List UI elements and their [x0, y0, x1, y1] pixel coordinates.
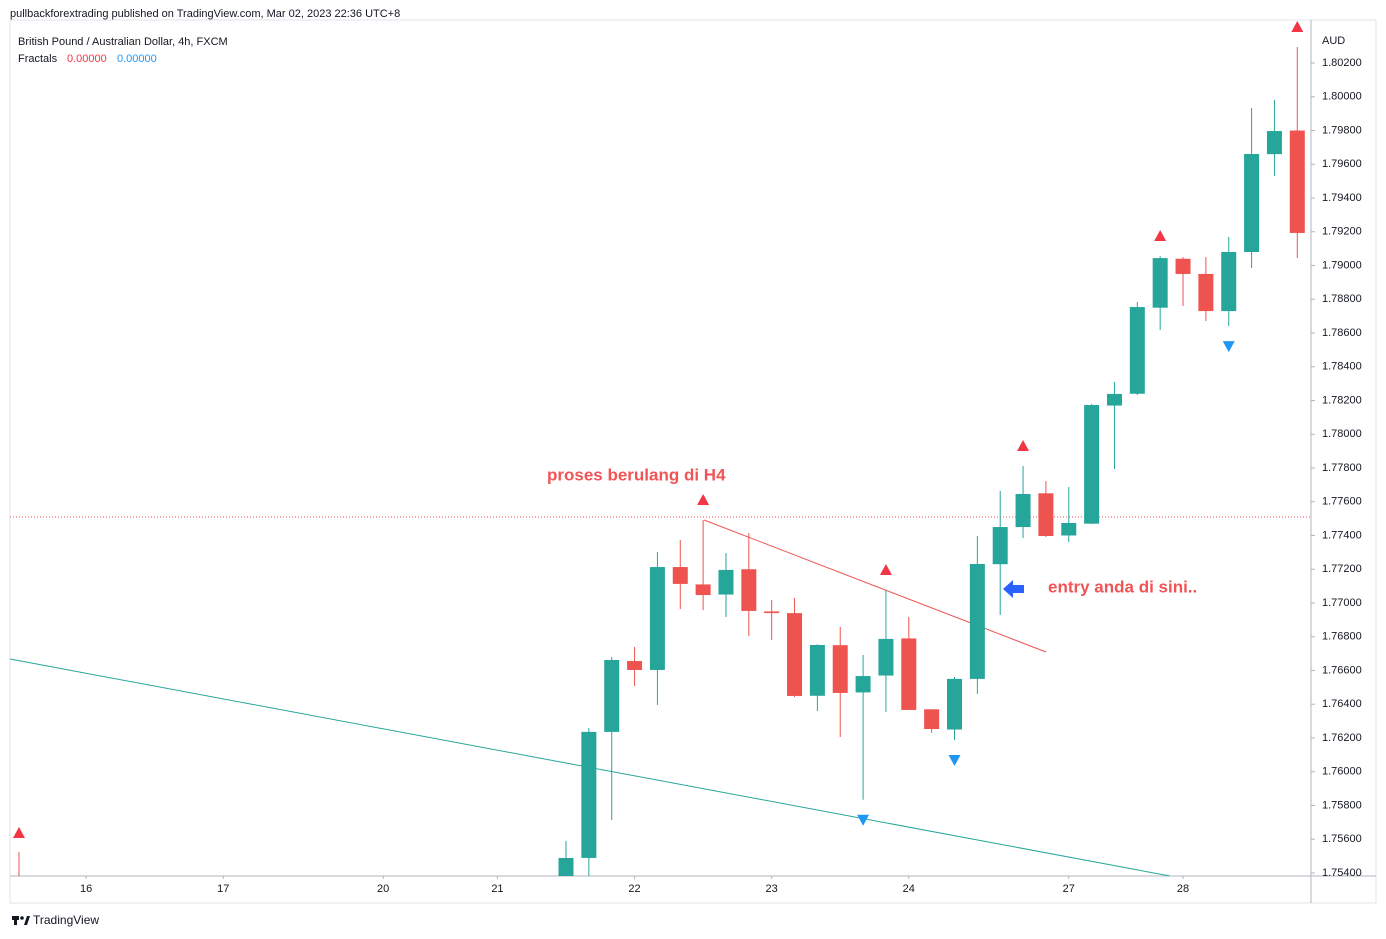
fractal-up: [879, 563, 892, 575]
y-tick-label: 1.78800: [1322, 293, 1362, 305]
candle-body: [1244, 153, 1260, 253]
fractal-up: [1017, 439, 1030, 451]
logo: [12, 916, 30, 925]
y-tick-label: 1.78600: [1322, 327, 1362, 339]
fractal-down: [1222, 341, 1235, 353]
y-tick-label: 1.79600: [1322, 158, 1362, 170]
trend-line: [703, 519, 1047, 653]
candle-body: [741, 569, 757, 611]
y-tick-label: 1.77800: [1322, 462, 1362, 474]
fractal-down: [857, 814, 870, 826]
y-tick-label: 1.79200: [1322, 226, 1362, 238]
y-tick-label: 1.76400: [1322, 698, 1362, 710]
candle-body: [672, 567, 688, 584]
candle-body: [1221, 252, 1237, 312]
annotation: entry anda di sini..: [1048, 577, 1197, 596]
x-tick-label: 16: [80, 883, 92, 895]
candle-body: [855, 676, 871, 693]
candle-body: [946, 678, 962, 730]
candle-body: [969, 564, 985, 679]
candle-body: [809, 644, 825, 696]
y-tick-label: 1.80200: [1322, 57, 1362, 69]
y-tick-label: 1.76600: [1322, 664, 1362, 676]
header: pullbackforextrading published on Tradin…: [10, 8, 400, 20]
y-tick-label: 1.77600: [1322, 496, 1362, 508]
fractal-up: [697, 493, 710, 505]
candle-body: [649, 567, 665, 670]
candle-body: [901, 638, 917, 710]
candle-body: [627, 661, 643, 670]
candle-body: [1084, 405, 1100, 524]
candle-body: [1129, 307, 1145, 394]
y-tick-label: 1.78400: [1322, 361, 1362, 373]
y-tick-label: 1.79800: [1322, 124, 1362, 136]
y-tick-label: 1.80000: [1322, 91, 1362, 103]
y-tick-label: 1.78200: [1322, 394, 1362, 406]
candle-body: [1152, 258, 1168, 308]
fractal-up: [1291, 20, 1304, 32]
x-tick-label: 23: [766, 883, 778, 895]
y-tick-label: 1.76800: [1322, 631, 1362, 643]
x-tick-label: 27: [1063, 883, 1075, 895]
candle-body: [1266, 131, 1282, 155]
candle-body: [832, 645, 848, 693]
candle-body: [1106, 393, 1122, 406]
candle-body: [695, 584, 711, 596]
candle-body: [1015, 493, 1031, 528]
frame: [9, 19, 1377, 904]
candle-body: [718, 569, 734, 595]
fractal-up: [1154, 230, 1167, 242]
x-tick-label: 20: [377, 883, 389, 895]
y-tick-label: 1.77000: [1322, 597, 1362, 609]
candle-body: [787, 613, 803, 696]
candle-body: [878, 638, 894, 676]
candle-body: [1175, 258, 1191, 274]
indicator-value: 0.00000: [117, 53, 157, 65]
x-tick-label: 21: [491, 883, 503, 895]
entry-arrow: [1003, 580, 1024, 598]
y-tick-label: 1.78000: [1322, 428, 1362, 440]
candle-body: [1038, 493, 1054, 536]
candle-body: [924, 709, 940, 730]
candle-body: [581, 731, 597, 858]
x-tick-label: 22: [628, 883, 640, 895]
candle-body: [764, 611, 780, 614]
currency: AUD: [1322, 35, 1345, 47]
y-tick-label: 1.75800: [1322, 799, 1362, 811]
y-tick-label: 1.76200: [1322, 732, 1362, 744]
candle-body: [604, 660, 620, 732]
candle-body: [1289, 130, 1305, 233]
legend-title: British Pound / Australian Dollar, 4h, F…: [18, 36, 228, 48]
footer: TradingView: [33, 913, 99, 927]
y-tick-label: 1.77200: [1322, 563, 1362, 575]
candle-body: [1061, 523, 1077, 536]
x-tick-label: 17: [217, 883, 229, 895]
candle-body: [558, 857, 574, 876]
x-tick-label: 28: [1177, 883, 1189, 895]
y-tick-label: 1.75600: [1322, 833, 1362, 845]
y-tick-label: 1.75400: [1322, 867, 1362, 879]
fractal-up: [13, 827, 25, 838]
y-tick-label: 1.79400: [1322, 192, 1362, 204]
y-tick-label: 1.79000: [1322, 259, 1362, 271]
candle-body: [992, 527, 1008, 565]
drawings: [10, 516, 1311, 876]
y-tick-label: 1.77400: [1322, 529, 1362, 541]
series: [558, 20, 1305, 876]
fractal-down: [948, 754, 961, 766]
annotation: proses berulang di H4: [547, 465, 726, 484]
y-tick-label: 1.76000: [1322, 766, 1362, 778]
candle-body: [1198, 273, 1214, 312]
indicator-name: Fractals: [18, 53, 58, 65]
indicator-value: 0.00000: [67, 53, 107, 65]
x-tick-label: 24: [903, 883, 915, 895]
